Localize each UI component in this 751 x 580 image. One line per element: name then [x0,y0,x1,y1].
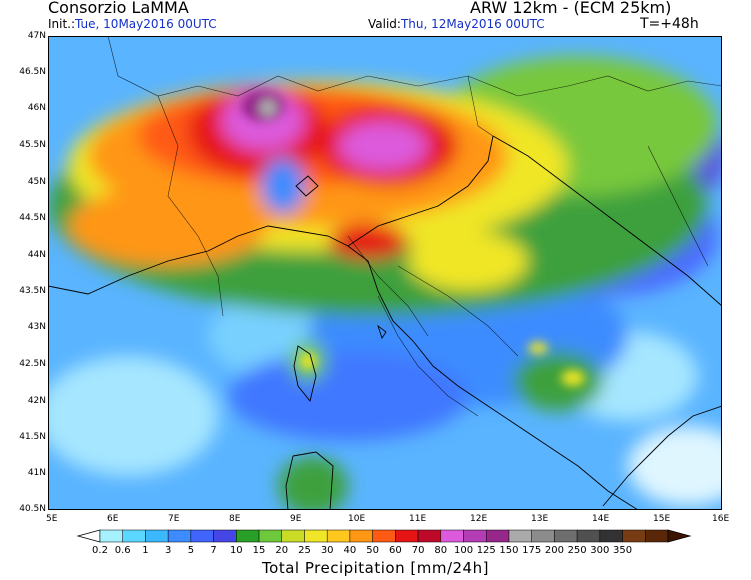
lat-label: 42N [27,396,46,406]
lon-label: 7E [168,514,180,524]
colorbar-label: 60 [388,545,402,556]
init-time: Init.:Tue, 10May2016 00UTC [48,17,217,31]
colorbar-cell [395,529,419,543]
lat-label: 41N [27,468,46,478]
colorbar-cell [417,529,442,543]
init-value: Tue, 10May2016 00UTC [75,17,217,31]
colorbar-cell [349,529,373,543]
colorbar-cell [190,529,214,543]
coastlines [48,135,722,510]
map-frame [48,36,722,510]
colorbar-cell [281,529,305,543]
lat-label: 43N [27,322,46,332]
colorbar-label: 30 [320,545,334,556]
colorbar-label: 20 [275,545,289,556]
colorbar-label: 10 [229,545,243,556]
model-title: ARW 12km - (ECM 25km) [470,0,672,17]
lat-label: 45.5N [19,140,46,150]
colorbar-cell [440,529,464,543]
precip-cores [241,90,585,386]
colorbar-cell [213,529,237,543]
lat-label: 47N [27,31,46,41]
colorbar-label: 0.6 [114,545,131,556]
colorbar-label: 100 [453,545,474,556]
colorbar-label: 50 [366,545,379,556]
lead-time: T=+48h [640,16,699,32]
colorbar-label: 3 [164,545,172,556]
lon-label: 11E [409,514,427,524]
lon-label: 13E [531,514,549,524]
colorbar-cell [622,529,646,543]
lon-label: 16E [712,514,730,524]
brand-title: Consorzio LaMMA [48,0,189,17]
lat-label: 44.5N [19,213,46,223]
colorbar-cell [99,529,123,543]
colorbar-label: 15 [252,545,266,556]
colorbar-title: Total Precipitation [mm/24h] [262,559,489,577]
lat-label: 40.5N [19,504,46,514]
colorbar-cell [258,529,283,543]
init-label: Init.: [48,17,76,31]
colorbar-label: 250 [567,545,587,556]
colorbar-cell [463,529,487,543]
colorbar-cell [531,529,555,543]
colorbar-cell [167,529,192,543]
colorbar-cell [554,529,578,543]
lon-label: 8E [229,514,241,524]
lon-label: 9E [290,514,302,524]
colorbar-cell [599,529,623,543]
lon-label: 15E [653,514,671,524]
colorbar-label: 125 [476,545,496,556]
colorbar-label: 175 [522,545,542,556]
colorbar-cell [645,529,669,543]
lat-label: 46N [27,103,46,113]
colorbar-cell [576,529,601,543]
lat-label: 45N [27,177,46,187]
lat-label: 43.5N [19,286,46,296]
lon-label: 14E [592,514,610,524]
lat-label: 44N [27,250,46,260]
lat-label: 42.5N [19,359,46,369]
colorbar-label: 300 [590,545,610,556]
lon-label: 12E [470,514,488,524]
colorbar-label: 7 [210,545,217,556]
colorbar-label: 70 [411,545,425,556]
borders [107,36,722,417]
colorbar-cell [145,529,169,543]
valid-label: Valid: [368,17,401,31]
lat-label: 41.5N [19,432,46,442]
colorbar-cell [485,529,510,543]
colorbar-cell [372,529,396,543]
colorbar-label: 1 [142,545,149,556]
lon-label: 10E [348,514,366,524]
colorbar-cell [304,529,328,543]
colorbar-arrow-low [76,529,101,543]
colorbar-label: 25 [298,545,311,556]
colorbar-cell [236,529,260,543]
lat-label: 46.5N [19,67,46,77]
lon-label: 5E [46,514,58,524]
colorbar-cell [122,529,146,543]
colorbar-label: 150 [499,545,519,556]
colorbar-cell [326,529,351,543]
colorbar-arrow-high [667,529,692,543]
precipitation-map [48,36,722,510]
valid-value: Thu, 12May2016 00UTC [400,17,545,31]
valid-time: Valid:Thu, 12May2016 00UTC [368,17,545,31]
colorbar-cell [508,529,532,543]
colorbar-label: 80 [434,545,448,556]
colorbar-label: 200 [544,545,564,556]
lon-label: 6E [107,514,119,524]
colorbar-label: 350 [613,545,633,556]
colorbar-label: 40 [343,545,357,556]
colorbar-label: 0.2 [92,545,108,556]
colorbar-label: 5 [187,545,195,556]
